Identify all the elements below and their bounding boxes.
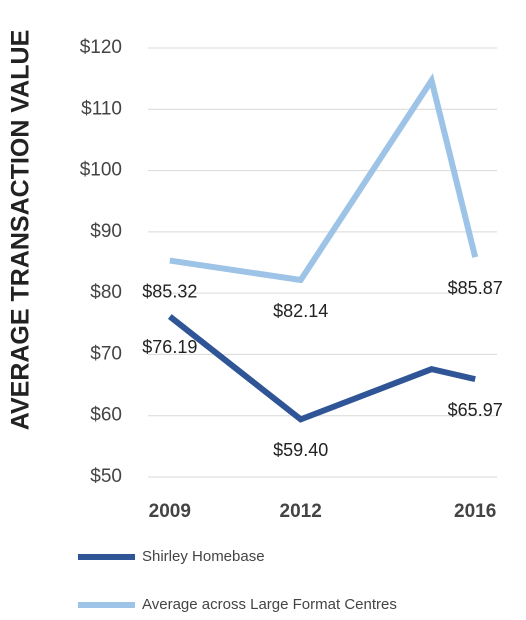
y-tick-label: $60 — [90, 405, 122, 426]
data-label: $65.97 — [448, 400, 503, 420]
data-label: $85.32 — [142, 281, 197, 301]
data-label: $59.40 — [273, 440, 328, 460]
y-tick-label: $110 — [81, 98, 122, 119]
y-axis-title: AVERAGE TRANSACTION VALUE — [7, 30, 35, 430]
x-tick-label: 2009 — [149, 501, 191, 522]
y-tick-label: $120 — [80, 37, 122, 58]
legend-label: Average across Large Format Centres — [142, 596, 397, 613]
data-label: $76.19 — [142, 337, 197, 357]
y-tick-label: $90 — [90, 221, 122, 242]
y-tick-label: $100 — [80, 160, 122, 181]
series-line — [167, 314, 476, 423]
x-tick-label: 2016 — [454, 501, 496, 522]
series-line — [169, 73, 479, 284]
data-label: $82.14 — [273, 301, 328, 321]
y-tick-label: $70 — [90, 343, 122, 364]
legend-label: Shirley Homebase — [142, 548, 265, 565]
data-label: $85.87 — [448, 278, 503, 298]
y-tick-label: $80 — [90, 282, 122, 303]
y-tick-label: $50 — [90, 466, 122, 487]
x-tick-label: 2012 — [280, 501, 322, 522]
